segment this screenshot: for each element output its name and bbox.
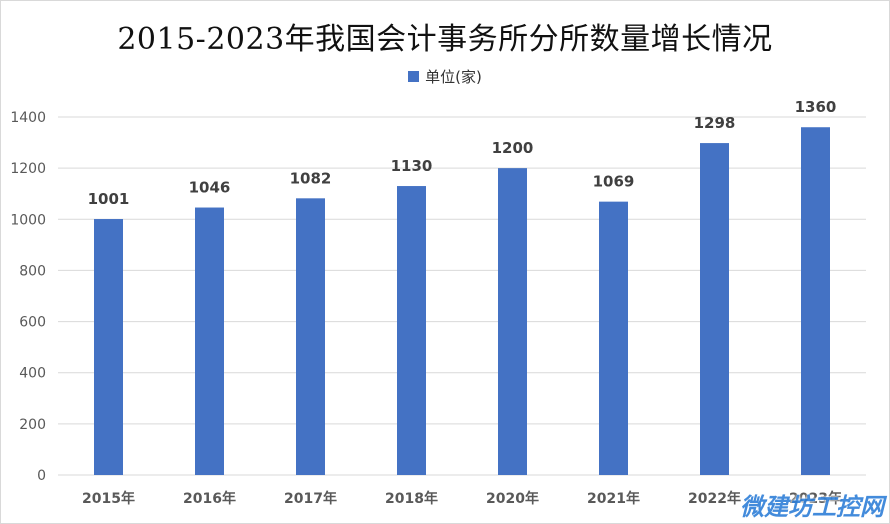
bar [801, 127, 830, 475]
legend-swatch [408, 71, 420, 82]
data-label: 1130 [391, 157, 433, 175]
bar [599, 201, 628, 476]
y-tick-label: 1000 [10, 212, 46, 228]
bars [94, 127, 830, 476]
x-tick-label: 2022年 [688, 490, 741, 507]
x-tick-label: 2023年 [789, 490, 842, 507]
data-label: 1046 [189, 179, 231, 197]
data-label: 1001 [88, 190, 130, 208]
x-tick-label: 2017年 [284, 490, 337, 507]
y-tick-label: 0 [37, 468, 46, 484]
bar [195, 207, 224, 475]
y-axis-ticks: 0 200 400 600 800 1000 1200 1400 [10, 110, 46, 484]
y-tick-label: 1400 [10, 110, 46, 126]
bar [397, 186, 426, 476]
bar [94, 219, 123, 475]
data-label: 1200 [492, 139, 534, 157]
x-tick-label: 2018年 [385, 490, 438, 507]
watermark: 微建坊工控网 [740, 493, 884, 521]
x-axis-ticks: 2015年 2016年 2017年 2018年 2020年 2021年 2022年 2023年 [82, 490, 842, 507]
y-tick-label: 400 [19, 366, 46, 382]
y-tick-label: 200 [19, 417, 46, 433]
bar [498, 168, 527, 475]
gridlines [58, 116, 866, 476]
data-labels: 1001 1046 1082 1130 1200 1069 1298 1360 [88, 98, 837, 208]
y-tick-label: 800 [19, 263, 46, 279]
chart-legend: 单位(家) [0, 66, 890, 87]
x-tick-label: 2021年 [587, 490, 640, 507]
legend-label: 单位(家) [425, 68, 482, 86]
bar [296, 198, 325, 475]
x-tick-label: 2020年 [486, 490, 539, 507]
data-label: 1360 [795, 98, 837, 116]
x-tick-label: 2015年 [82, 490, 135, 507]
bar [700, 143, 729, 475]
data-label: 1082 [290, 169, 332, 187]
y-tick-label: 1200 [10, 161, 46, 177]
x-tick-label: 2016年 [183, 490, 236, 507]
data-label: 1298 [694, 114, 736, 132]
y-tick-label: 600 [19, 315, 46, 331]
chart-title: 2015-2023年我国会计事务所分所数量增长情况 [117, 22, 773, 57]
data-label: 1069 [593, 173, 635, 191]
